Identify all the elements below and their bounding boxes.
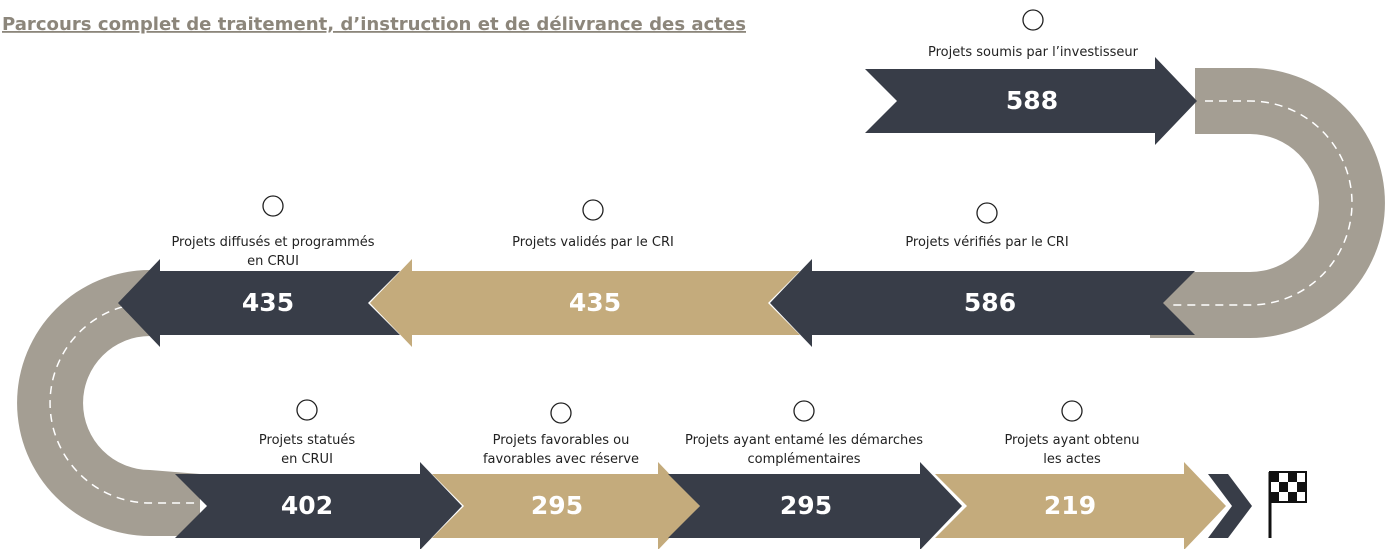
step-icon <box>583 200 603 220</box>
step-icon <box>263 196 283 216</box>
step-value: 295 <box>780 491 832 520</box>
step-value: 586 <box>964 288 1016 317</box>
step-label: complémentaires <box>747 452 860 467</box>
step-value: 435 <box>242 288 294 317</box>
step-label: Projets ayant obtenu <box>1004 433 1139 448</box>
step-label: en CRUI <box>281 452 333 467</box>
step-value: 219 <box>1044 491 1096 520</box>
step-label: Projets favorables ou <box>493 433 630 448</box>
step-value: 588 <box>1006 86 1058 115</box>
step-value: 295 <box>531 491 583 520</box>
journey-diagram: Parcours complet de traitement, d’instru… <box>0 0 1394 549</box>
step-icon <box>297 400 317 420</box>
step-label: Projets statués <box>259 433 355 448</box>
page-title: Parcours complet de traitement, d’instru… <box>2 14 746 35</box>
step-label: en CRUI <box>247 254 299 269</box>
step-label: Projets validés par le CRI <box>512 235 674 250</box>
step-label: Projets vérifiés par le CRI <box>905 235 1068 250</box>
finish-flag <box>1270 472 1306 538</box>
step-label: Projets soumis par l’investisseur <box>928 45 1139 60</box>
step-label: Projets diffusés et programmés <box>171 235 374 250</box>
step-value: 402 <box>281 491 333 520</box>
arrows: 588 586 435 435 402 295 295 219 <box>118 57 1226 549</box>
step-label: Projets ayant entamé les démarches <box>685 433 923 448</box>
step-icon <box>1062 401 1082 421</box>
step-icon <box>551 403 571 423</box>
step-icon <box>977 203 997 223</box>
step-icon <box>794 401 814 421</box>
step-label: favorables avec réserve <box>483 452 639 467</box>
step-value: 435 <box>569 288 621 317</box>
step-label: les actes <box>1043 452 1101 467</box>
step-icon <box>1023 10 1043 30</box>
